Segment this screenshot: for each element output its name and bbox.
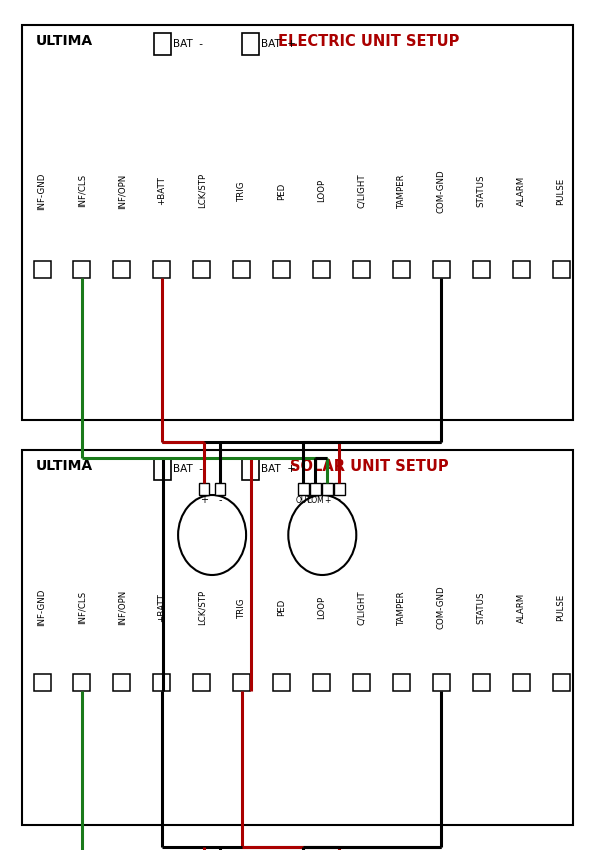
Bar bbox=[433, 674, 450, 691]
Ellipse shape bbox=[289, 495, 356, 575]
Bar bbox=[512, 262, 530, 279]
Bar bbox=[472, 674, 490, 691]
Text: STATUS: STATUS bbox=[477, 174, 486, 207]
Bar bbox=[113, 262, 130, 279]
Text: INF/CLS: INF/CLS bbox=[77, 591, 86, 624]
Text: +: + bbox=[200, 495, 208, 505]
Bar bbox=[193, 262, 210, 279]
Bar bbox=[322, 483, 333, 495]
Text: TRIG: TRIG bbox=[237, 598, 246, 618]
Text: ALARM: ALARM bbox=[516, 176, 525, 206]
Ellipse shape bbox=[178, 495, 246, 575]
Bar bbox=[73, 674, 90, 691]
Bar bbox=[472, 262, 490, 279]
Text: BAT  +: BAT + bbox=[261, 39, 296, 49]
Text: BAT  +: BAT + bbox=[261, 464, 296, 474]
Text: ELECTRIC UNIT SETUP: ELECTRIC UNIT SETUP bbox=[278, 33, 460, 48]
Bar bbox=[273, 674, 290, 691]
Bar bbox=[273, 262, 290, 279]
Bar bbox=[512, 674, 530, 691]
Text: -: - bbox=[338, 496, 341, 505]
Bar bbox=[553, 674, 569, 691]
Bar bbox=[33, 674, 51, 691]
Bar bbox=[313, 674, 330, 691]
Bar bbox=[353, 262, 370, 279]
Bar bbox=[334, 483, 345, 495]
Text: +BATT: +BATT bbox=[157, 177, 166, 206]
Text: COM-GND: COM-GND bbox=[437, 169, 446, 212]
Text: BAT  -: BAT - bbox=[173, 464, 203, 474]
Bar bbox=[353, 674, 370, 691]
Bar bbox=[233, 262, 250, 279]
Bar bbox=[242, 33, 259, 55]
Bar bbox=[433, 262, 450, 279]
Text: +: + bbox=[324, 496, 330, 505]
Bar bbox=[215, 483, 225, 495]
Bar bbox=[73, 262, 90, 279]
Text: ULTIMA: ULTIMA bbox=[36, 459, 93, 473]
Bar bbox=[154, 458, 171, 480]
Text: LCK/STP: LCK/STP bbox=[197, 590, 206, 625]
Bar bbox=[553, 262, 569, 279]
Text: LCK/STP: LCK/STP bbox=[197, 173, 206, 208]
Text: TAMPER: TAMPER bbox=[397, 173, 406, 208]
Text: PED: PED bbox=[277, 182, 286, 200]
Text: INF/OPN: INF/OPN bbox=[117, 173, 126, 208]
Text: ALARM: ALARM bbox=[516, 592, 525, 622]
Text: INF/CLS: INF/CLS bbox=[77, 174, 86, 207]
Bar bbox=[154, 262, 170, 279]
Bar bbox=[199, 483, 209, 495]
Bar bbox=[242, 458, 259, 480]
Text: TAMPER: TAMPER bbox=[397, 590, 406, 625]
Text: INF-GND: INF-GND bbox=[37, 173, 46, 210]
Text: +BATT: +BATT bbox=[157, 593, 166, 622]
Bar bbox=[313, 262, 330, 279]
Bar bbox=[154, 674, 170, 691]
Bar bbox=[310, 483, 321, 495]
Text: LOOP: LOOP bbox=[317, 596, 326, 619]
Text: PED: PED bbox=[277, 599, 286, 616]
Text: COM: COM bbox=[306, 496, 324, 505]
Bar bbox=[113, 674, 130, 691]
Text: COM-GND: COM-GND bbox=[437, 586, 446, 629]
Text: STATUS: STATUS bbox=[477, 592, 486, 624]
Text: BAT  -: BAT - bbox=[173, 39, 203, 49]
Text: C/LIGHT: C/LIGHT bbox=[357, 173, 366, 208]
Text: PULSE: PULSE bbox=[556, 594, 565, 621]
Bar bbox=[154, 33, 171, 55]
Text: -: - bbox=[218, 495, 222, 505]
Text: SOLAR UNIT SETUP: SOLAR UNIT SETUP bbox=[290, 458, 449, 473]
Text: PULSE: PULSE bbox=[556, 178, 565, 205]
Bar bbox=[233, 674, 250, 691]
Bar bbox=[393, 674, 410, 691]
Text: TRIG: TRIG bbox=[237, 181, 246, 201]
Text: LOOP: LOOP bbox=[317, 179, 326, 202]
Bar bbox=[193, 674, 210, 691]
Bar bbox=[393, 262, 410, 279]
Bar bbox=[22, 25, 573, 420]
Text: C/LIGHT: C/LIGHT bbox=[357, 590, 366, 625]
Bar bbox=[298, 483, 309, 495]
Bar bbox=[22, 450, 573, 825]
Text: INF/OPN: INF/OPN bbox=[117, 590, 126, 625]
Text: INF-GND: INF-GND bbox=[37, 589, 46, 626]
Text: ULTIMA: ULTIMA bbox=[36, 34, 93, 48]
Text: OUT: OUT bbox=[295, 496, 311, 505]
Bar bbox=[33, 262, 51, 279]
